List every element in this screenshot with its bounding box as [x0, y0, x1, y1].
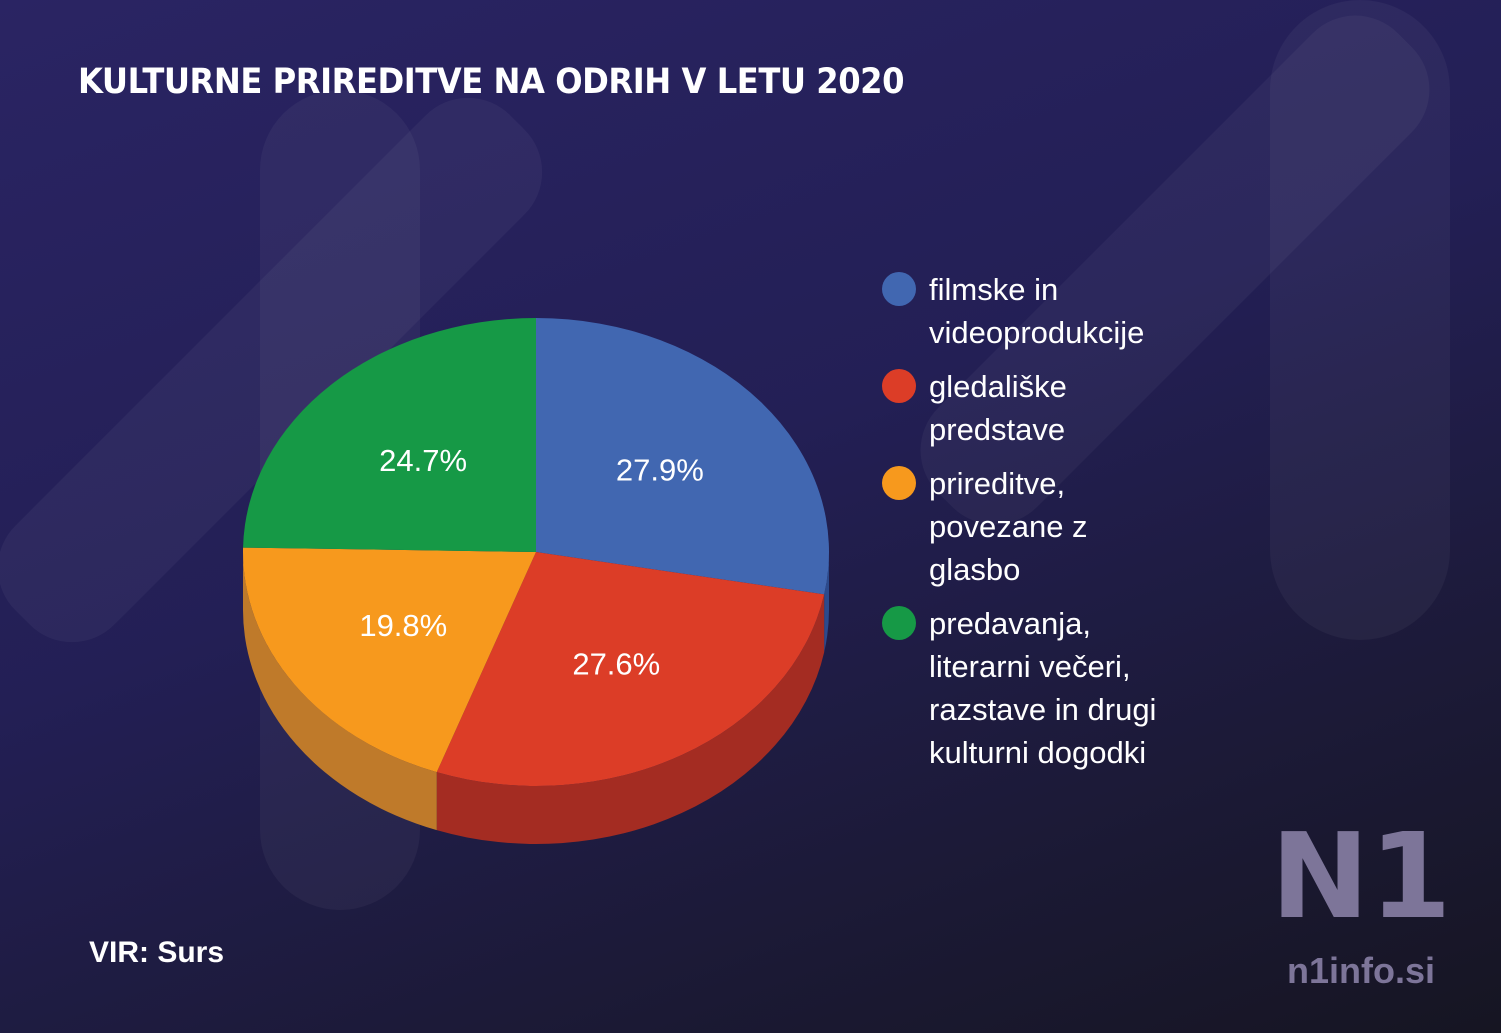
pie-slice: [243, 547, 537, 773]
legend-label: prireditve, povezane z glasbo: [929, 466, 1088, 587]
logo-site: n1info.si: [1286, 950, 1435, 991]
legend-swatch: [882, 369, 916, 403]
legend-swatch: [882, 466, 916, 500]
logo-mark: N1: [1270, 807, 1452, 945]
pie-side-wall: [243, 552, 437, 831]
slice-value-label: 27.9%: [616, 453, 704, 488]
pie-side-wall: [824, 552, 829, 653]
watermark-shape: [1270, 0, 1450, 640]
legend-label: gledališke predstave: [929, 369, 1067, 447]
legend-item: gledališke predstave: [882, 365, 1187, 451]
legend-swatch: [882, 272, 916, 306]
slice-value-label: 19.8%: [359, 608, 447, 643]
legend-item: filmske in videoprodukcije: [882, 268, 1187, 354]
slice-value-label: 24.7%: [379, 443, 467, 478]
legend-swatch: [882, 606, 916, 640]
slice-value-label: 27.6%: [572, 647, 660, 682]
legend-label: filmske in videoprodukcije: [929, 272, 1145, 350]
pie-slice: [243, 318, 536, 552]
pie-side-wall: [436, 594, 825, 844]
legend-item: predavanja, literarni večeri, razstave i…: [882, 602, 1187, 774]
source-note: VIR: Surs: [89, 936, 225, 969]
legend-label: predavanja, literarni večeri, razstave i…: [929, 606, 1157, 770]
legend: filmske in videoprodukcije gledališke pr…: [882, 268, 1187, 785]
legend-item: prireditve, povezane z glasbo: [882, 462, 1187, 591]
n1-logo: N1 n1info.si: [1266, 808, 1456, 994]
chart-title: KULTURNE PRIREDITVE NA ODRIH V LETU 2020: [78, 62, 905, 102]
pie-slice: [436, 552, 825, 786]
pie-slice: [536, 318, 830, 595]
